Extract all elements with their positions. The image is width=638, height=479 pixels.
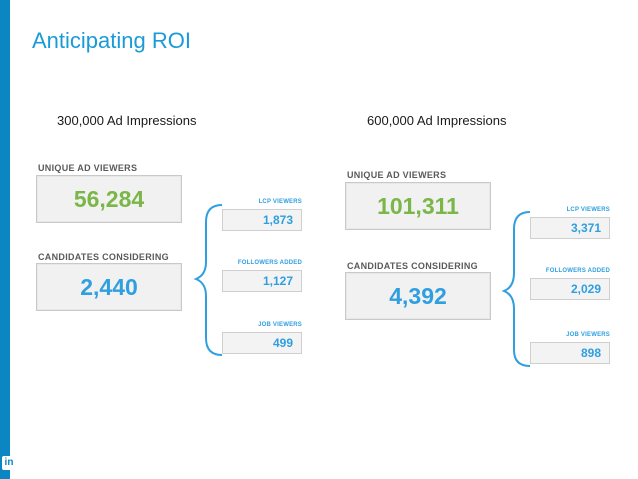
followers-value-2: 2,029 xyxy=(530,278,610,300)
unique-viewers-label-2: UNIQUE AD VIEWERS xyxy=(347,170,447,180)
candidates-label-2: CANDIDATES CONSIDERING xyxy=(347,261,478,271)
job-value-2: 898 xyxy=(530,342,610,364)
followers-label-2: FOLLOWERS ADDED xyxy=(545,268,610,274)
unique-viewers-label-1: UNIQUE AD VIEWERS xyxy=(38,163,138,173)
unique-viewers-value-2: 101,311 xyxy=(345,182,491,230)
lcp-label-1: LCP VIEWERS xyxy=(258,199,302,205)
job-label-1: JOB VIEWERS xyxy=(258,322,302,328)
candidates-value-1: 2,440 xyxy=(36,263,182,311)
followers-label-1: FOLLOWERS ADDED xyxy=(237,260,302,266)
slide-title: Anticipating ROI xyxy=(32,28,191,53)
job-value-1: 499 xyxy=(222,332,302,354)
lcp-value-1: 1,873 xyxy=(222,209,302,231)
unique-viewers-value-1: 56,284 xyxy=(36,175,182,223)
candidates-label-1: CANDIDATES CONSIDERING xyxy=(38,252,169,262)
side-accent-bar xyxy=(0,0,10,479)
lcp-label-2: LCP VIEWERS xyxy=(566,207,610,213)
scenario-1-heading: 300,000 Ad Impressions xyxy=(57,113,197,128)
right-brace xyxy=(501,211,531,367)
scenario-2-heading: 600,000 Ad Impressions xyxy=(367,113,507,128)
followers-value-1: 1,127 xyxy=(222,270,302,292)
candidates-value-2: 4,392 xyxy=(345,272,491,320)
linkedin-logo-icon: in xyxy=(2,456,16,470)
job-label-2: JOB VIEWERS xyxy=(566,332,610,338)
left-brace xyxy=(193,204,223,356)
lcp-value-2: 3,371 xyxy=(530,217,610,239)
